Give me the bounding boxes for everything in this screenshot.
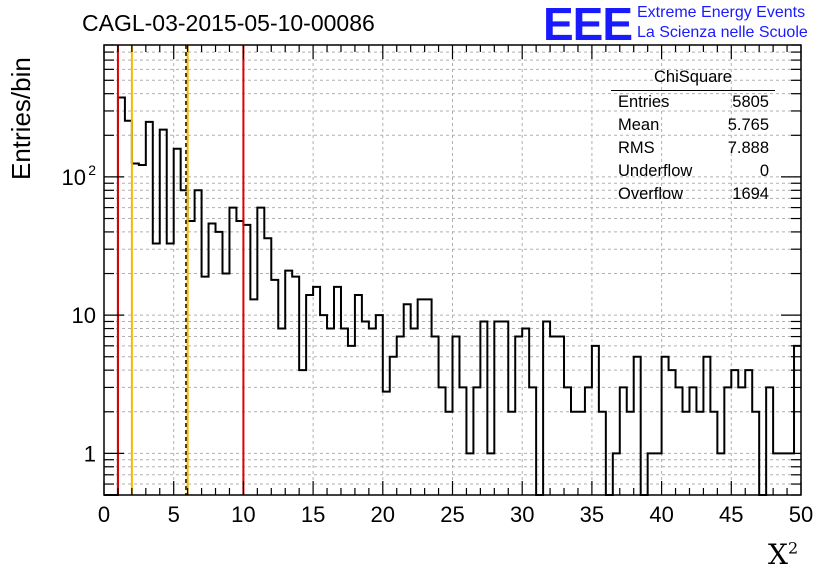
x-axis-label-base: X [768, 538, 788, 571]
x-tick-label: 35 [580, 502, 604, 527]
stats-label: RMS [618, 139, 655, 157]
cut-lines [116, 45, 245, 495]
y-axis-label: Entries/bin [6, 57, 36, 180]
x-tick-label: 50 [789, 502, 813, 527]
y-tick-label: 10 [72, 303, 96, 328]
x-tick-label: 30 [510, 502, 534, 527]
stats-value: 0 [759, 162, 769, 180]
stats-row: Overflow 1694 [611, 183, 775, 206]
histogram-bars [104, 96, 801, 496]
x-tick-label: 15 [301, 502, 325, 527]
logo-line-1: Extreme Energy Events [637, 4, 806, 21]
stats-row: Entries 5805 [611, 91, 775, 114]
logo-line-2: La Scienza nelle Scuole [637, 24, 808, 41]
x-axis-label-sup: 2 [787, 538, 799, 558]
y-tick-label-sup: 2 [88, 162, 96, 178]
stats-row: Underflow 0 [611, 160, 775, 183]
x-tick-label: 20 [371, 502, 395, 527]
stats-row: Mean 5.765 [611, 114, 775, 137]
x-tick-label: 45 [719, 502, 743, 527]
x-tick-label: 25 [440, 502, 464, 527]
stats-value: 7.888 [727, 139, 769, 157]
x-tick-label: 40 [649, 502, 673, 527]
stats-value: 1694 [732, 185, 769, 203]
eee-logo: EEE [543, 0, 633, 50]
y-tick-label: 1 [84, 441, 96, 466]
x-tick-label: 0 [98, 502, 110, 527]
x-tick-label: 5 [168, 502, 180, 527]
x-tick-label: 10 [231, 502, 255, 527]
stats-label: Overflow [618, 185, 684, 203]
stats-label: Entries [618, 93, 670, 111]
stats-row: RMS 7.888 [611, 137, 775, 160]
stats-value: 5.765 [727, 116, 769, 134]
x-axis-label: X2 [768, 538, 798, 571]
stats-box: ChiSquare Entries 5805 Mean 5.765 RMS 7.888… [611, 68, 775, 206]
y-tick-label: 10 [62, 165, 86, 190]
stats-value: 5805 [732, 93, 769, 111]
axis-ticks [103, 44, 802, 496]
stats-label: Underflow [618, 162, 693, 180]
stats-name: ChiSquare [611, 68, 775, 91]
histogram-outline [104, 96, 801, 496]
stats-label: Mean [618, 116, 660, 134]
chart-title: CAGL-03-2015-05-10-00086 [82, 10, 375, 36]
